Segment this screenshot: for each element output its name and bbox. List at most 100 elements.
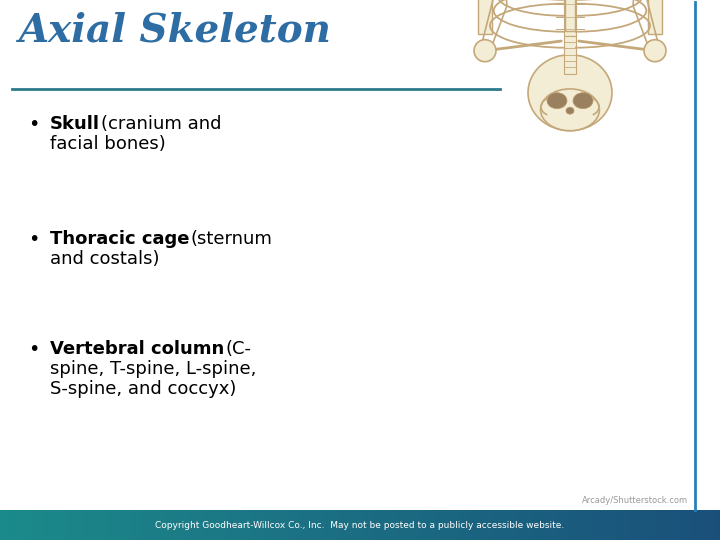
Bar <box>521 510 523 540</box>
Bar <box>86 510 89 540</box>
Bar <box>336 510 338 540</box>
Bar <box>675 510 677 540</box>
Bar <box>382 510 384 540</box>
Bar <box>63 510 65 540</box>
Bar <box>565 0 575 31</box>
Bar <box>250 510 252 540</box>
Bar <box>2 510 5 540</box>
Bar <box>441 510 444 540</box>
Bar <box>290 510 293 540</box>
Bar <box>670 510 672 540</box>
Bar <box>547 510 549 540</box>
Bar <box>590 510 593 540</box>
Bar <box>106 510 108 540</box>
Bar <box>533 510 535 540</box>
Bar <box>19 510 22 540</box>
Bar <box>173 510 175 540</box>
Bar <box>449 510 451 540</box>
Ellipse shape <box>644 40 666 62</box>
Ellipse shape <box>474 40 496 62</box>
Bar <box>204 510 207 540</box>
Bar <box>293 510 295 540</box>
Bar <box>252 510 254 540</box>
Bar <box>636 510 639 540</box>
Bar <box>470 510 473 540</box>
Bar <box>691 510 693 540</box>
Bar <box>261 510 264 540</box>
Ellipse shape <box>573 93 593 109</box>
Bar <box>338 510 341 540</box>
Bar <box>117 510 120 540</box>
Bar <box>446 510 449 540</box>
Bar <box>161 510 163 540</box>
Bar <box>14 510 17 540</box>
Bar <box>22 510 24 540</box>
Bar <box>60 510 63 540</box>
Bar <box>595 510 598 540</box>
Bar <box>523 510 526 540</box>
Bar <box>557 510 559 540</box>
Bar <box>672 510 675 540</box>
Text: Arcady/Shutterstock.com: Arcady/Shutterstock.com <box>582 496 688 505</box>
Bar <box>297 510 300 540</box>
Bar <box>662 510 665 540</box>
Bar <box>648 510 650 540</box>
Bar <box>283 510 286 540</box>
Bar <box>562 510 564 540</box>
Bar <box>276 510 279 540</box>
Ellipse shape <box>547 93 567 109</box>
Bar <box>612 510 614 540</box>
Bar <box>463 510 466 540</box>
Bar <box>478 0 492 33</box>
Bar <box>122 510 125 540</box>
Bar <box>166 510 168 540</box>
Bar <box>614 510 617 540</box>
Bar <box>110 510 113 540</box>
Bar <box>578 510 581 540</box>
Bar <box>571 510 574 540</box>
Bar <box>5 510 7 540</box>
Bar <box>81 510 84 540</box>
Bar <box>120 510 122 540</box>
Bar <box>281 510 283 540</box>
Bar <box>31 510 34 540</box>
Bar <box>689 510 691 540</box>
Bar <box>643 510 646 540</box>
Bar <box>396 510 398 540</box>
Bar <box>461 510 463 540</box>
Bar <box>94 510 96 540</box>
Bar <box>713 510 715 540</box>
Bar <box>7 510 9 540</box>
Bar <box>300 510 302 540</box>
Bar <box>715 510 718 540</box>
Bar <box>351 510 353 540</box>
Bar <box>269 510 271 540</box>
Bar <box>266 510 269 540</box>
Bar <box>209 510 211 540</box>
Bar <box>418 510 420 540</box>
Bar <box>492 510 495 540</box>
Bar <box>89 510 91 540</box>
Bar <box>650 510 653 540</box>
Bar <box>490 510 492 540</box>
Bar <box>598 510 600 540</box>
Ellipse shape <box>541 89 599 131</box>
Bar <box>346 510 348 540</box>
Bar <box>499 510 502 540</box>
Bar <box>99 510 101 540</box>
Bar <box>660 510 662 540</box>
Bar <box>139 510 142 540</box>
Bar <box>430 510 432 540</box>
Bar <box>317 510 319 540</box>
Bar <box>473 510 475 540</box>
Bar <box>302 510 305 540</box>
Bar <box>230 510 233 540</box>
Bar <box>171 510 173 540</box>
Bar <box>564 510 567 540</box>
Bar <box>513 510 516 540</box>
Bar <box>538 510 540 540</box>
Bar <box>55 510 58 540</box>
Bar <box>482 510 485 540</box>
Bar <box>50 510 53 540</box>
Bar <box>434 510 437 540</box>
